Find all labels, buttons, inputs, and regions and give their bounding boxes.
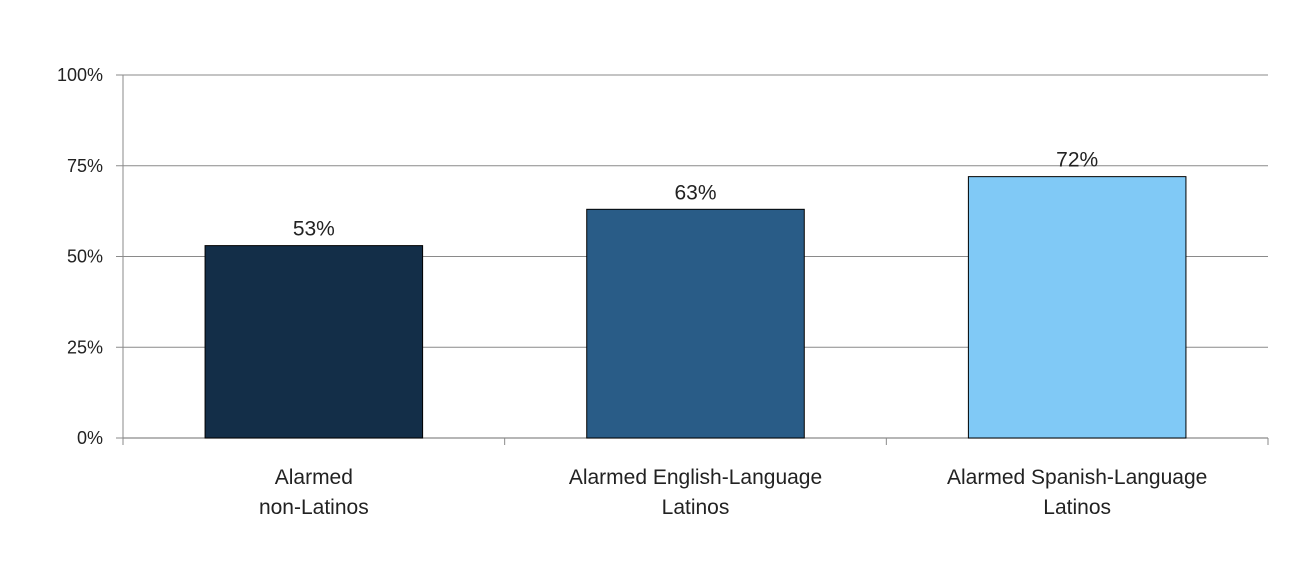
y-tick-label: 75% [67,156,103,176]
y-tick-label: 0% [77,428,103,448]
labels: 0% 25% 50% 75% 100% 53% Alarmed non-Latinos 63% A… [57,65,1207,519]
bar [204,245,424,439]
x-tick-label: Alarmed English-Language [569,466,822,489]
bar [967,176,1187,439]
y-tick-label: 25% [67,337,103,357]
x-tick-label: Latinos [662,496,730,519]
data-label: 63% [674,181,716,204]
y-tick-label: 100% [57,65,103,85]
x-tick-label: non-Latinos [259,496,369,519]
x-tick-label: Latinos [1043,496,1111,519]
x-tick-label: Alarmed [275,466,353,489]
x-tick-label: Alarmed Spanish-Language [947,466,1207,489]
y-tick-label: 50% [67,247,103,267]
bars [204,176,1187,439]
data-label: 53% [293,218,335,241]
bar [586,208,805,439]
data-label: 72% [1056,149,1098,172]
